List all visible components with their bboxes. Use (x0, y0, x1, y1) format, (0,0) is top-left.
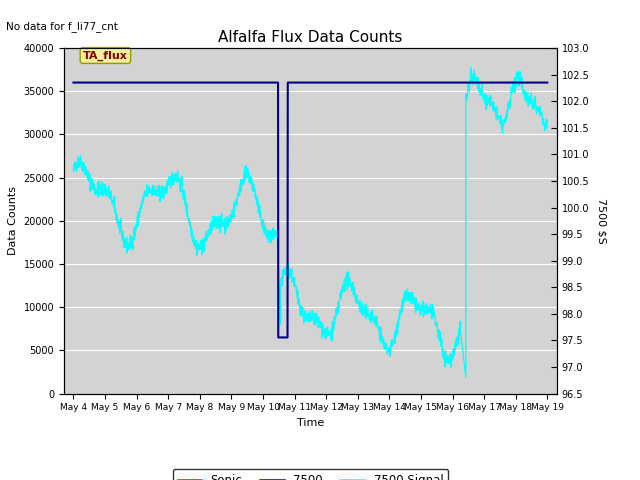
Text: No data for f_li77_cnt: No data for f_li77_cnt (6, 21, 118, 32)
Legend: Sonic, 7500, 7500 Signal: Sonic, 7500, 7500 Signal (173, 469, 448, 480)
X-axis label: Time: Time (297, 418, 324, 428)
Y-axis label: Data Counts: Data Counts (8, 186, 18, 255)
Text: TA_flux: TA_flux (83, 50, 128, 60)
Y-axis label: 7500 $S: 7500 $S (596, 198, 606, 244)
Title: Alfalfa Flux Data Counts: Alfalfa Flux Data Counts (218, 30, 403, 46)
